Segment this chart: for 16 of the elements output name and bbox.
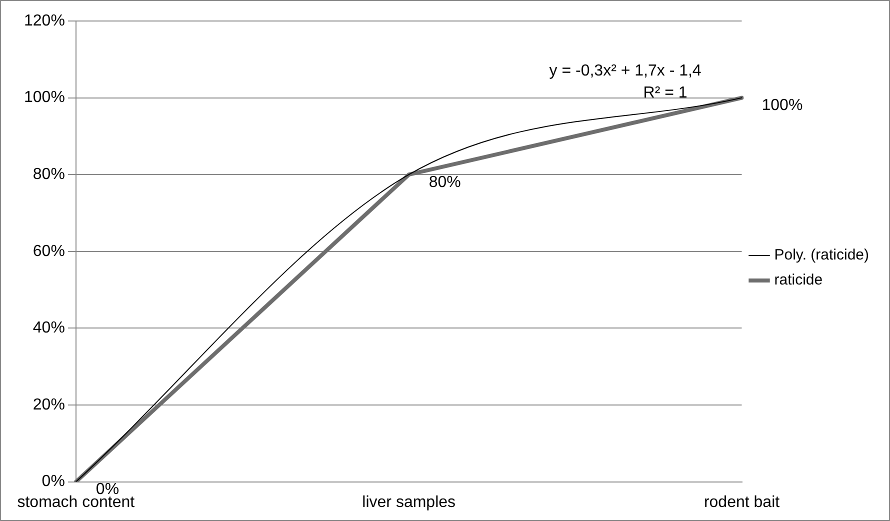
y-tick-label: 80%	[32, 166, 65, 184]
data-label: 100%	[762, 97, 803, 114]
y-tick-label: 40%	[32, 320, 65, 337]
x-tick-label: liver samples	[362, 494, 456, 511]
y-tick-label: 0%	[42, 473, 65, 490]
x-tick-label: stomach content	[17, 494, 136, 511]
y-tick-label: 20%	[32, 396, 65, 414]
annotation: y = -0,3x² + 1,7x - 1,4	[549, 62, 702, 80]
annotation: R² = 1	[643, 84, 688, 102]
legend-label: raticide	[774, 272, 823, 289]
y-tick-label: 120%	[24, 12, 65, 30]
data-label: 80%	[428, 174, 461, 192]
y-tick-label: 100%	[24, 89, 65, 106]
y-tick-label: 60%	[32, 242, 65, 260]
legend-label: Poly. (raticide)	[774, 246, 870, 264]
x-tick-label: rodent bait	[704, 494, 780, 511]
